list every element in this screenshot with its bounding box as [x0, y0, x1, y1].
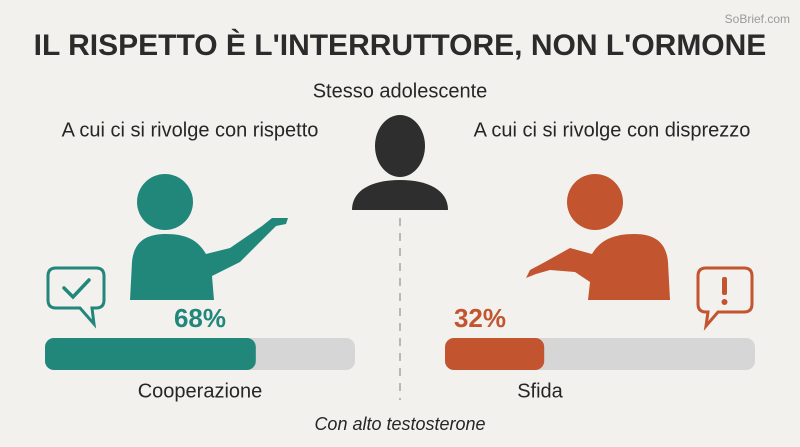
- center-person: [352, 115, 448, 210]
- title: IL RISPETTO È L'INTERRUTTORE, NON L'ORMO…: [34, 28, 767, 62]
- right-value-label: 32%: [454, 303, 506, 333]
- center-label: Stesso adolescente: [313, 80, 488, 102]
- left-heading: A cui ci si rivolge con rispetto: [62, 119, 319, 141]
- right-bar: [445, 338, 545, 370]
- right-outcome: Sfida: [517, 380, 563, 402]
- left-bar: [45, 338, 256, 370]
- right-person: [526, 174, 670, 300]
- left-person: [130, 174, 288, 300]
- left-outcome: Cooperazione: [138, 380, 263, 402]
- watermark: SoBrief.com: [725, 12, 790, 26]
- footer: Con alto testosterone: [314, 414, 485, 434]
- alert-bubble: [696, 266, 754, 331]
- right-heading: A cui ci si rivolge con disprezzo: [474, 119, 751, 141]
- check-bubble: [46, 266, 106, 329]
- left-value-label: 68%: [174, 303, 226, 333]
